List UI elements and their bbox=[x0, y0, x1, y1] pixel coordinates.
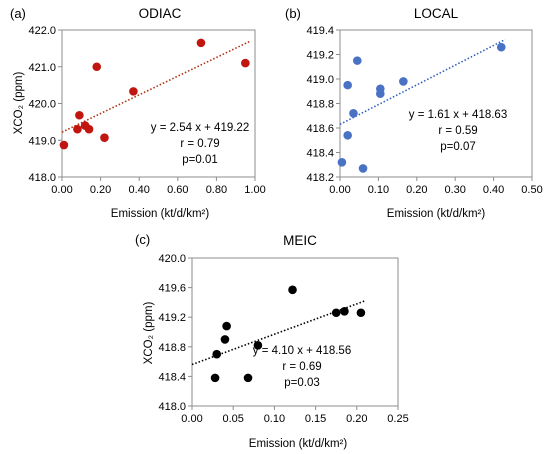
x-tick-label: 0.15 bbox=[305, 413, 326, 425]
data-point bbox=[92, 62, 102, 72]
y-axis-label: XCO₂ (ppm) bbox=[143, 302, 155, 365]
data-point bbox=[496, 42, 506, 52]
data-point bbox=[343, 131, 352, 140]
x-tick-label: 0.20 bbox=[406, 184, 427, 196]
data-point bbox=[337, 158, 347, 167]
y-tick-label: 418.8 bbox=[306, 99, 334, 111]
y-tick-label: 420.0 bbox=[28, 99, 56, 111]
y-tick-label: 420.0 bbox=[158, 253, 186, 265]
x-tick-label: 0.25 bbox=[387, 413, 408, 425]
fit-annotation: r = 0.79 bbox=[180, 138, 219, 150]
x-tick-label: 0.40 bbox=[128, 184, 149, 196]
data-point bbox=[100, 133, 109, 142]
x-axis-label: Emission (kt/d/km²) bbox=[387, 208, 486, 220]
data-point bbox=[349, 109, 358, 118]
chart-title: MEIC bbox=[283, 233, 317, 248]
data-point bbox=[210, 373, 220, 383]
data-point bbox=[376, 89, 385, 98]
y-tick-label: 418.8 bbox=[158, 342, 186, 354]
x-tick-label: 0.80 bbox=[206, 184, 227, 196]
x-tick-label: 1.00 bbox=[244, 184, 265, 196]
x-tick-label: 0.10 bbox=[264, 413, 285, 425]
fit-annotation: p=0.03 bbox=[284, 377, 320, 389]
fit-annotation: p=0.07 bbox=[440, 141, 476, 153]
fit-annotation: p=0.01 bbox=[182, 154, 218, 166]
x-tick-label: 0.40 bbox=[483, 184, 504, 196]
y-tick-label: 421.0 bbox=[28, 62, 56, 74]
y-tick-label: 422.0 bbox=[28, 25, 56, 37]
y-tick-label: 419.6 bbox=[158, 283, 186, 295]
panel-letter: (b) bbox=[285, 6, 301, 21]
data-point bbox=[75, 110, 84, 120]
y-tick-label: 418.2 bbox=[306, 172, 334, 184]
data-point bbox=[352, 56, 362, 65]
chart-title: ODIAC bbox=[139, 6, 182, 21]
y-tick-label: 419.2 bbox=[306, 50, 334, 62]
panel-letter: (a) bbox=[10, 6, 26, 21]
x-tick-label: 0.20 bbox=[346, 413, 367, 425]
panel-odiac: 0.00 0.20 0.40 0.60 0.80 1.00 418.0 419.0 420.0 4… bbox=[10, 6, 266, 220]
x-axis-label: Emission (kt/d/km²) bbox=[111, 208, 210, 220]
data-point bbox=[340, 306, 349, 316]
data-point bbox=[331, 308, 341, 318]
y-tick-label: 418.4 bbox=[306, 148, 334, 160]
x-tick-label: 0.60 bbox=[167, 184, 188, 196]
data-point bbox=[358, 164, 368, 173]
data-point bbox=[129, 87, 138, 96]
x-tick-label: 0.50 bbox=[521, 184, 542, 196]
data-point bbox=[356, 308, 366, 318]
x-tick-label: 0.10 bbox=[368, 184, 389, 196]
panel-local: 0.00 0.10 0.20 0.30 0.40 0.50 418.2 418.4 418.6 4… bbox=[285, 6, 543, 220]
x-tick-label: 0.00 bbox=[329, 184, 350, 196]
x-tick-label: 0.05 bbox=[222, 413, 243, 425]
data-point bbox=[241, 58, 250, 68]
data-point bbox=[84, 124, 94, 134]
y-tick-label: 419.4 bbox=[306, 25, 334, 37]
plot-frame bbox=[191, 257, 399, 407]
y-tick-label: 419.2 bbox=[158, 312, 186, 324]
y-tick-label: 418.6 bbox=[306, 123, 334, 135]
fit-annotation: y = 1.61 x + 418.63 bbox=[409, 109, 507, 121]
x-tick-label: 0.00 bbox=[51, 184, 72, 196]
data-point bbox=[73, 124, 82, 134]
fit-annotation: y = 4.10 x + 418.56 bbox=[253, 345, 351, 357]
panel-meic: 0.00 0.05 0.10 0.15 0.20 0.25 418.0 418.4 418.8 4… bbox=[135, 232, 409, 450]
y-tick-label: 419.0 bbox=[28, 135, 56, 147]
data-point bbox=[59, 140, 69, 150]
data-point bbox=[196, 38, 206, 48]
data-point bbox=[222, 321, 231, 331]
x-axis-label: Emission (kt/d/km²) bbox=[249, 438, 348, 450]
y-tick-label: 419.0 bbox=[306, 74, 334, 86]
fit-annotation: r = 0.69 bbox=[282, 361, 321, 373]
fit-annotation: y = 2.54 x + 419.22 bbox=[151, 122, 249, 134]
data-point bbox=[220, 335, 230, 344]
data-point bbox=[288, 285, 297, 295]
y-tick-label: 418.4 bbox=[158, 371, 186, 383]
x-tick-label: 0.30 bbox=[444, 184, 465, 196]
trendline bbox=[339, 38, 506, 126]
plot-frame bbox=[339, 29, 533, 178]
trendline bbox=[61, 40, 250, 133]
y-axis-label: XCO₂ (ppm) bbox=[13, 72, 25, 135]
fit-annotation: r = 0.59 bbox=[438, 125, 477, 137]
chart-title: LOCAL bbox=[414, 6, 459, 21]
data-point bbox=[253, 341, 263, 350]
trendline bbox=[191, 300, 366, 366]
y-tick-label: 418.0 bbox=[28, 172, 56, 184]
data-point bbox=[243, 373, 253, 383]
y-tick-label: 418.0 bbox=[158, 401, 186, 413]
x-tick-label: 0.00 bbox=[181, 413, 202, 425]
panel-letter: (c) bbox=[135, 232, 150, 247]
data-point bbox=[399, 77, 408, 86]
data-point bbox=[212, 349, 222, 359]
data-point bbox=[343, 80, 352, 90]
x-tick-label: 0.20 bbox=[90, 184, 111, 196]
